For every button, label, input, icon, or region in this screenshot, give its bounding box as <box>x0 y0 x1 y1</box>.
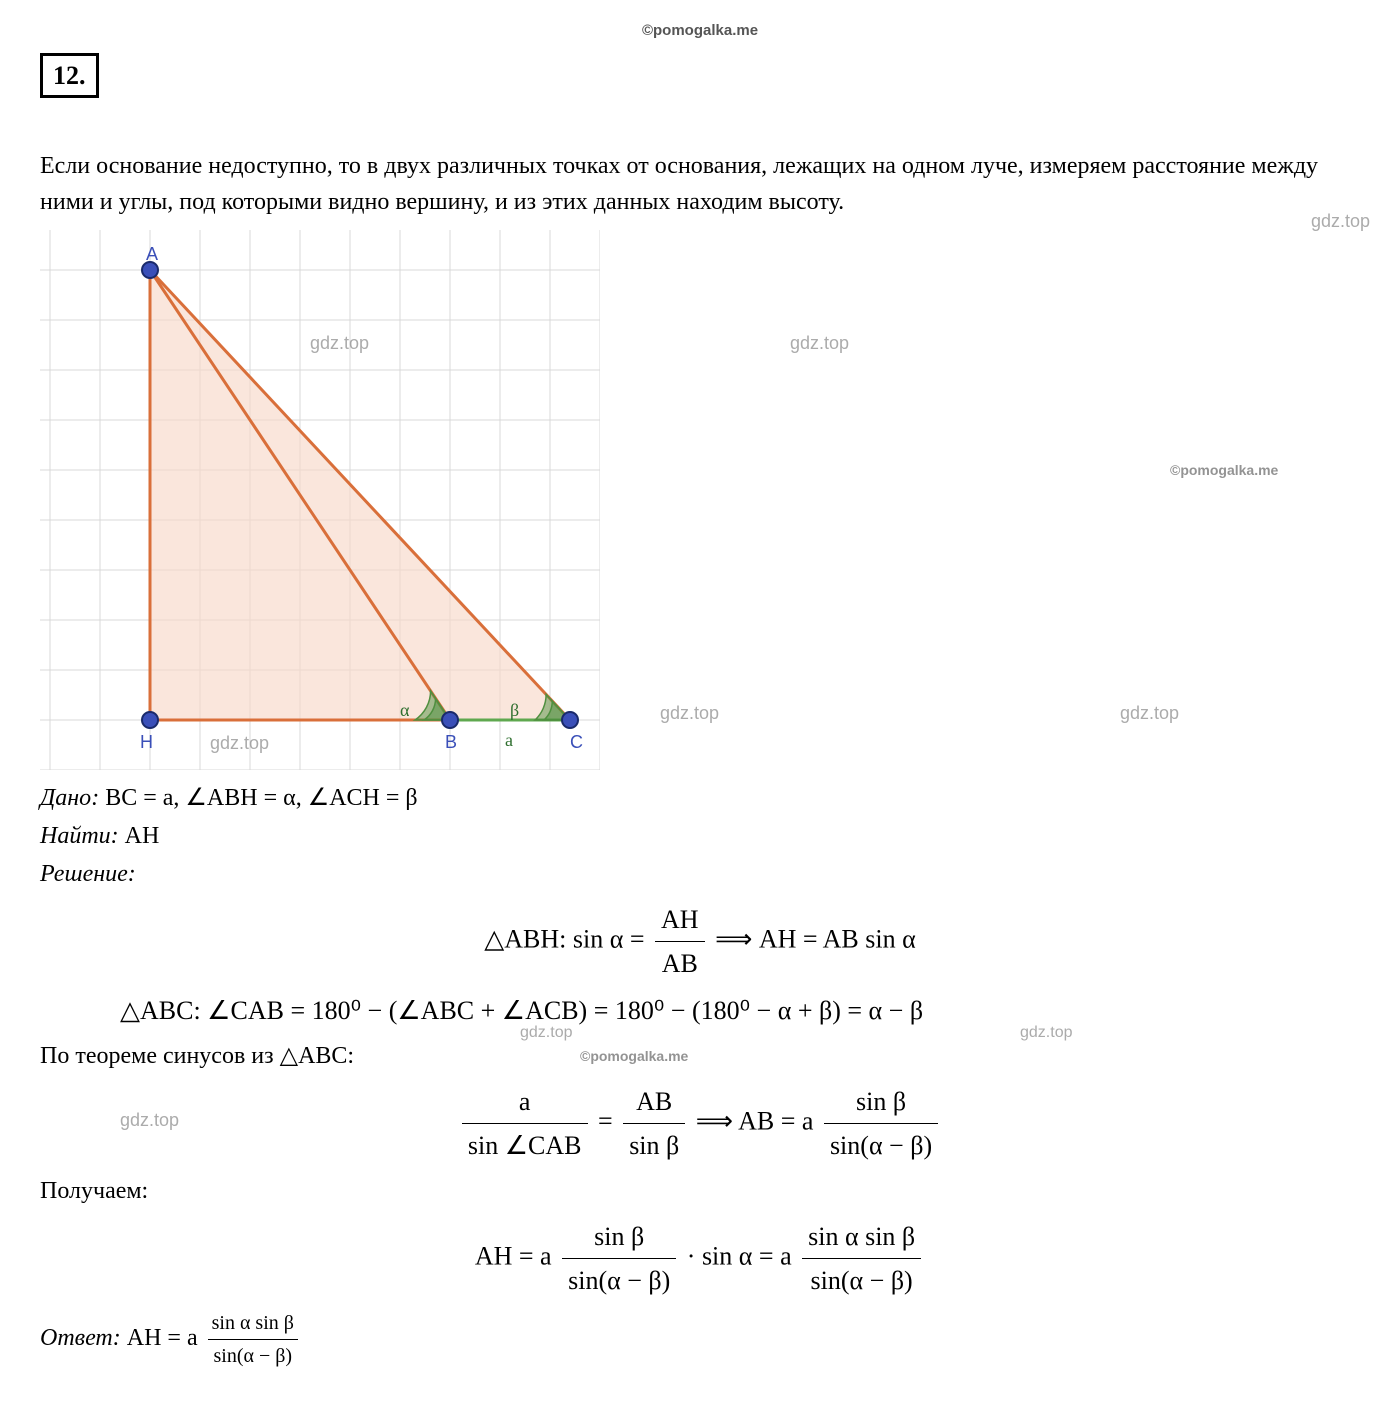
wm-gdz-2a: gdz.top <box>310 330 369 357</box>
geometry-diagram: A H B Cα βa <box>40 230 600 770</box>
wm-gdz-3c: gdz.top <box>210 730 269 757</box>
intro-text: Если основание недоступно, то в двух раз… <box>40 153 1318 215</box>
intro-paragraph: Если основание недоступно, то в двух раз… <box>40 148 1360 220</box>
m6-f1: sin β sin(α − β) <box>562 1217 676 1300</box>
m3-text: По теореме синусов из △ABC: <box>40 1043 354 1069</box>
m6-f1n: sin β <box>562 1217 676 1259</box>
line5-text: Получаем: <box>40 1173 1360 1209</box>
math-line-6: AH = a sin β sin(α − β) · sin α = a sin … <box>40 1217 1360 1300</box>
answer-prefix: Ответ <box>40 1325 113 1351</box>
credit-mid: ©pomogalka.me <box>580 1046 688 1067</box>
m4-f1: a sin ∠CAB <box>462 1082 588 1165</box>
m4-arr: ⟹ AB = a <box>696 1106 814 1135</box>
math-line-1: △ABH: sin α = AH AB ⟹ AH = AB sin α <box>40 900 1360 983</box>
wm-gdz-3a: gdz.top <box>660 700 719 727</box>
find-line: Найти: AH <box>40 818 1360 854</box>
given-prefix: Дано <box>40 785 91 811</box>
answer-line: Ответ: AH = a sin α sin β sin(α − β) <box>40 1308 1360 1371</box>
diagram-block: A H B Cα βa gdz.top gdz.top ©pomogalka.me gd… <box>40 230 1360 770</box>
m4-f1d: sin ∠CAB <box>462 1124 588 1165</box>
svg-text:H: H <box>140 732 153 752</box>
m4-f1n: a <box>462 1082 588 1124</box>
find-body: AH <box>125 823 160 849</box>
problem-number-box: 12. <box>40 53 99 98</box>
m6-f2: sin α sin β sin(α − β) <box>802 1217 921 1300</box>
svg-text:a: a <box>505 730 513 750</box>
m4-f2: AB sin β <box>623 1082 685 1165</box>
wm-gdz-5: gdz.top <box>120 1107 179 1134</box>
line3-wrap: По теореме синусов из △ABC: ©pomogalka.m… <box>40 1038 1360 1074</box>
ans-n: sin α sin β <box>208 1308 298 1340</box>
svg-text:C: C <box>570 732 583 752</box>
m1-den: AB <box>655 942 705 983</box>
m6-f2n: sin α sin β <box>802 1217 921 1259</box>
given-line: Дано: BC = a, ∠ABH = α, ∠ACH = β <box>40 780 1360 816</box>
m4-f2n: AB <box>623 1082 685 1124</box>
m6-mid: · sin α = a <box>687 1241 792 1270</box>
credit-side: ©pomogalka.me <box>1170 460 1278 481</box>
m4-f3d: sin(α − β) <box>824 1124 938 1165</box>
wm-gdz-3b: gdz.top <box>1120 700 1179 727</box>
m4-f3: sin β sin(α − β) <box>824 1082 938 1165</box>
m4-f3n: sin β <box>824 1082 938 1124</box>
m6-f1d: sin(α − β) <box>562 1259 676 1300</box>
math-line-2: △ABC: ∠CAB = 180⁰ − (∠ABC + ∠ACB) = 180⁰… <box>40 991 1360 1030</box>
svg-text:B: B <box>445 732 457 752</box>
solve-prefix: Решение <box>40 861 128 887</box>
credit-top: ©pomogalka.me <box>40 20 1360 43</box>
m1-right: ⟹ AH = AB sin α <box>715 924 916 953</box>
m1-num: AH <box>655 900 705 942</box>
m6-left: AH = a <box>475 1241 552 1270</box>
m4-mid: = <box>598 1106 619 1135</box>
m1-frac: AH AB <box>655 900 705 983</box>
svg-text:β: β <box>510 700 519 720</box>
m6-f2d: sin(α − β) <box>802 1259 921 1300</box>
find-prefix: Найти <box>40 823 111 849</box>
svg-text:A: A <box>146 244 158 264</box>
m4-f2d: sin β <box>623 1124 685 1165</box>
m1-left: △ABH: sin α = <box>484 924 644 953</box>
math-line-4: a sin ∠CAB = AB sin β ⟹ AB = a sin β sin… <box>40 1082 1360 1165</box>
given-body: BC = a, ∠ABH = α, ∠ACH = β <box>105 785 417 811</box>
svg-text:α: α <box>400 700 410 720</box>
ans-d: sin(α − β) <box>208 1340 298 1371</box>
answer-frac: sin α sin β sin(α − β) <box>208 1308 298 1371</box>
answer-left: AH = a <box>127 1325 198 1351</box>
wm-gdz-2b: gdz.top <box>790 330 849 357</box>
solve-line: Решение: <box>40 856 1360 892</box>
